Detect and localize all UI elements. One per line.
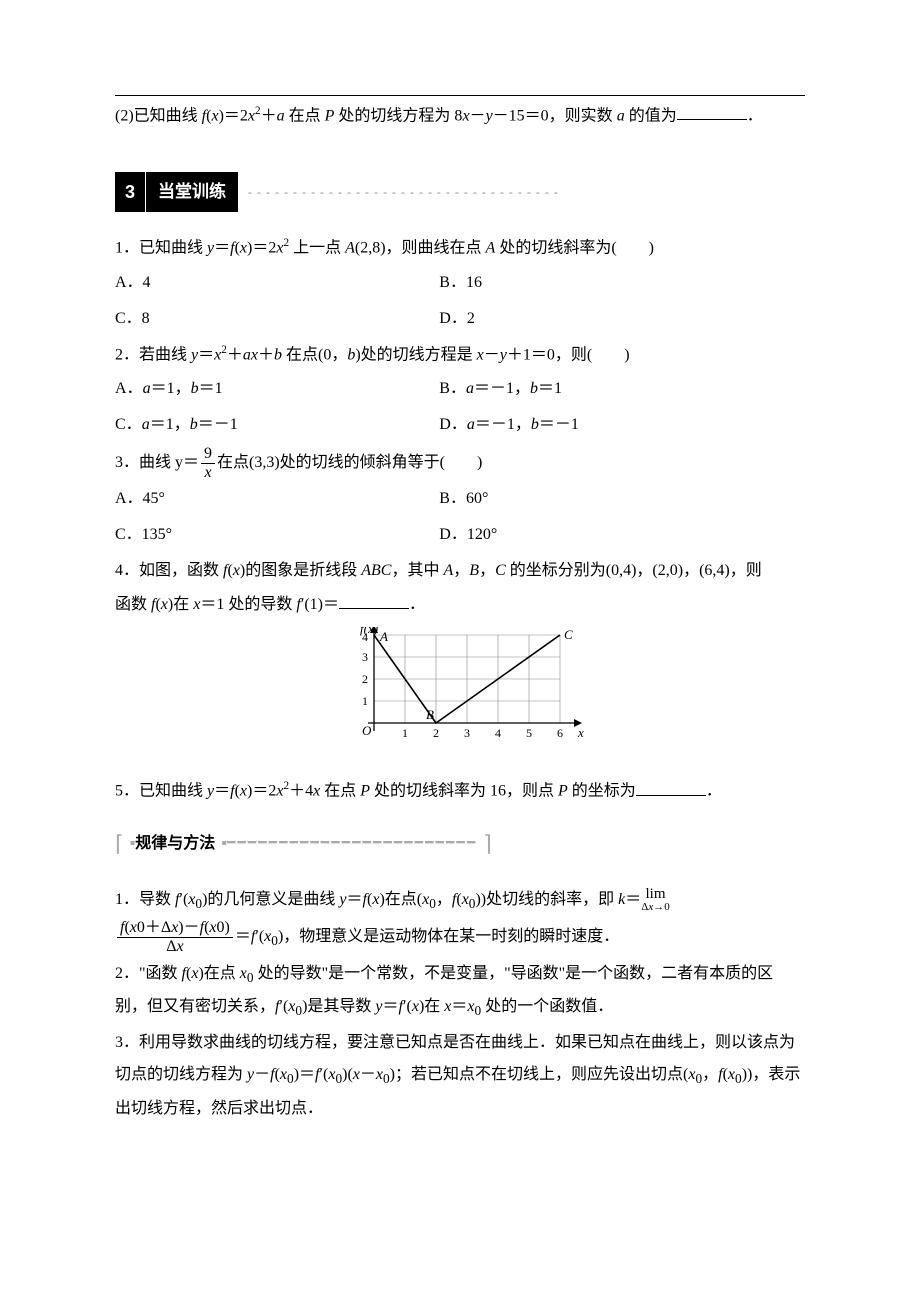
svg-text:4: 4 — [362, 630, 368, 644]
blank-p-coord — [636, 779, 706, 796]
svg-text:1: 1 — [402, 726, 408, 740]
methods-frac-num: f(x0＋Δx)－f(x0) — [117, 919, 233, 938]
q1-options-row2: C．8 D．2 — [115, 303, 805, 335]
q2-option-d: D．a＝－1，b＝－1 — [439, 409, 784, 441]
methods-p2: 2．"函数 f(x)在点 x0 处的导数"是一个常数，不是变量，"导函数"是一个… — [115, 958, 805, 1026]
bracket-right-icon: ⌉ — [483, 822, 492, 866]
q3-options-row2: C．135° D．120° — [115, 519, 805, 551]
q2-option-a: A．a＝1，b＝1 — [115, 373, 439, 405]
methods-p1: 1．导数 f′(x0)的几何意义是曲线 y＝f(x)在点(x0，f(x0))处切… — [115, 884, 805, 918]
methods-header: ⌈ ▪ 规律与方法 ▪ ━━━━━━━━━━━━━━━━━━━━━━━━ ⌉ — [115, 822, 805, 866]
blank-a-value — [677, 103, 747, 120]
methods-fraction: f(x0＋Δx)－f(x0) Δx — [117, 919, 233, 955]
svg-text:6: 6 — [557, 726, 563, 740]
q1-options-row1: A．4 B．16 — [115, 267, 805, 299]
section-dashes: - - - - - - - - - - - - - - - - - - - - … — [248, 180, 559, 204]
q3-options-row1: A．45° B．60° — [115, 483, 805, 515]
question-5: 5．已知曲线 y＝f(x)＝2x2＋4x 在点 P 处的切线斜率为 16，则点 … — [115, 775, 805, 807]
q4-graph: f(x) A B C O x 1 2 3 4 1 2 3 4 5 6 — [115, 627, 805, 769]
section-number: 3 — [115, 172, 145, 212]
q3-option-b: B．60° — [439, 483, 784, 515]
q2-option-c: C．a＝1，b＝－1 — [115, 409, 439, 441]
q1-option-b: B．16 — [439, 267, 784, 299]
svg-text:x: x — [577, 725, 584, 740]
methods-dashes: ━━━━━━━━━━━━━━━━━━━━━━━━ — [227, 830, 477, 858]
svg-text:O: O — [362, 723, 372, 738]
svg-text:4: 4 — [495, 726, 501, 740]
svg-text:3: 3 — [362, 650, 368, 664]
q3-frac-num: 9 — [201, 445, 215, 464]
blank-fprime1 — [339, 592, 409, 609]
question-2: 2．若曲线 y＝x2＋ax＋b 在点(0，b)处的切线方程是 x－y＋1＝0，则… — [115, 339, 805, 371]
q3-suffix: 在点(3,3)处的切线的倾斜角等于( ) — [217, 454, 482, 471]
svg-text:1: 1 — [362, 694, 368, 708]
methods-p3: 3．利用导数求曲线的切线方程，要注意已知点是否在曲线上．如果已知点在曲线上，则以… — [115, 1027, 805, 1125]
q3-option-d: D．120° — [439, 519, 784, 551]
svg-text:A: A — [379, 629, 388, 644]
bracket-left-icon: ⌈ — [115, 822, 124, 866]
q2-option-b: B．a＝－1，b＝1 — [439, 373, 784, 405]
svg-text:5: 5 — [526, 726, 532, 740]
limit-notation: limΔx→0 — [641, 887, 669, 913]
svg-text:2: 2 — [433, 726, 439, 740]
lim-bot: Δx→0 — [641, 902, 669, 913]
q1-option-c: C．8 — [115, 303, 439, 335]
lim-top: lim — [641, 887, 669, 902]
question-4-line2: 函数 f(x)在 x＝1 处的导数 f′(1)＝． — [115, 589, 805, 621]
svg-text:B: B — [426, 707, 434, 722]
methods-p1-frac: f(x0＋Δx)－f(x0) Δx ＝f′(x0)，物理意义是运动物体在某一时刻… — [115, 919, 805, 955]
graph-svg: f(x) A B C O x 1 2 3 4 1 2 3 4 5 6 — [330, 627, 590, 757]
q3-prefix: 3．曲线 y＝ — [115, 454, 199, 471]
question-3: 3．曲线 y＝9x在点(3,3)处的切线的倾斜角等于( ) — [115, 445, 805, 481]
q1-option-a: A．4 — [115, 267, 439, 299]
q2-options-row2: C．a＝1，b＝－1 D．a＝－1，b＝－1 — [115, 409, 805, 441]
q3-frac-den: x — [201, 464, 215, 482]
q3-option-a: A．45° — [115, 483, 439, 515]
q2-options-row1: A．a＝1，b＝1 B．a＝－1，b＝1 — [115, 373, 805, 405]
svg-text:2: 2 — [362, 672, 368, 686]
methods-frac-den: Δx — [117, 938, 233, 956]
section-header: 3 当堂训练 - - - - - - - - - - - - - - - - -… — [115, 172, 805, 212]
methods-title: 规律与方法 — [135, 828, 215, 860]
question-4-line1: 4．如图，函数 f(x)的图象是折线段 ABC，其中 A，B，C 的坐标分别为(… — [115, 555, 805, 587]
question-1: 1．已知曲线 y＝f(x)＝2x2 上一点 A(2,8)，则曲线在点 A 处的切… — [115, 232, 805, 264]
q3-option-c: C．135° — [115, 519, 439, 551]
q1-option-d: D．2 — [439, 303, 784, 335]
svg-text:C: C — [564, 627, 573, 642]
svg-text:3: 3 — [464, 726, 470, 740]
intro-question-2: (2)已知曲线 f(x)＝2x2＋a 在点 P 处的切线方程为 8x－y－15＝… — [115, 100, 805, 132]
top-rule — [115, 95, 805, 96]
section-title: 当堂训练 — [146, 172, 238, 212]
q3-fraction: 9x — [201, 445, 215, 481]
